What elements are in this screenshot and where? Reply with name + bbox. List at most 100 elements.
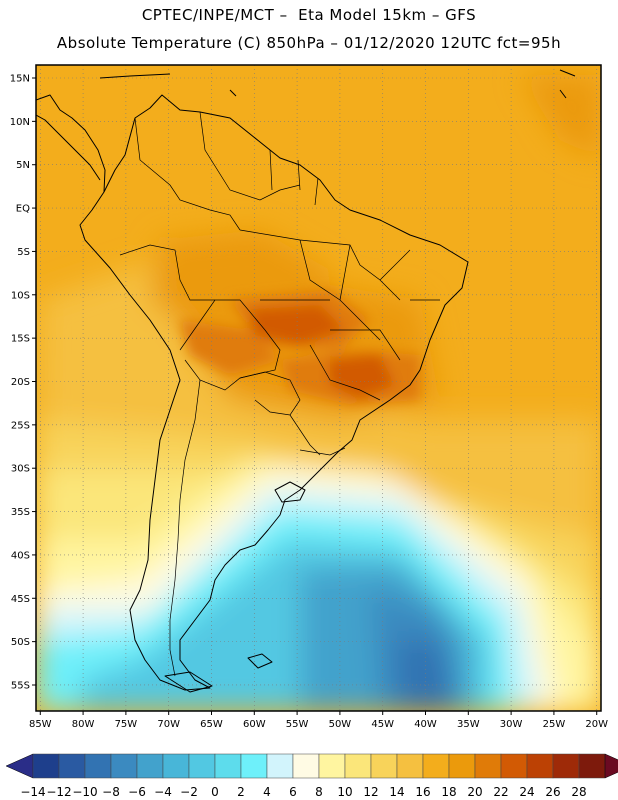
south-america-coastline — [79, 94, 469, 691]
title-model: CPTEC/INPE/MCT – Eta Model 15km – GFS — [141, 6, 477, 24]
colorbar-label: 20 — [467, 785, 482, 799]
colorbar-swatch — [344, 753, 372, 779]
lat-tick-label: 35S — [11, 507, 30, 518]
colorbar-label: 4 — [263, 785, 271, 799]
colorbar-under-triangle — [5, 753, 34, 779]
border-argentina-brazil-uruguay — [289, 414, 346, 456]
lat-tick-label: 30S — [11, 464, 30, 475]
political-borders — [119, 111, 440, 677]
lon-tick-label: 50W — [329, 719, 352, 730]
border-bolivia — [179, 299, 281, 391]
lat-tick-label: 15S — [11, 334, 30, 345]
field-18-20-ne — [520, 75, 601, 160]
colorbar-swatch — [58, 753, 86, 779]
coastlines — [36, 69, 576, 693]
colorbar-swatch — [84, 753, 112, 779]
lon-tick-label: 75W — [115, 719, 138, 730]
colorbar — [5, 753, 618, 779]
colorbar-label: 8 — [315, 785, 323, 799]
colorbar-label: 0 — [211, 785, 219, 799]
field-20-22-west — [180, 320, 280, 375]
colorbar-swatch — [552, 753, 580, 779]
lon-tick-label: 60W — [243, 719, 266, 730]
border-colombia-venezuela — [134, 117, 241, 231]
lat-tick-label: 45S — [11, 594, 30, 605]
colorbar-label: −12 — [46, 785, 71, 799]
title-variable: Absolute Temperature (C) 850hPa – 01/12/… — [56, 34, 562, 52]
colorbar-label: 26 — [545, 785, 560, 799]
lon-tick-label: 45W — [371, 719, 394, 730]
border-guianas — [269, 149, 319, 206]
colorbar-swatch — [422, 753, 450, 779]
lat-tick-label: 10N — [10, 117, 30, 128]
border-argentina-chile — [169, 379, 201, 677]
lat-tick-label: 5S — [17, 247, 30, 258]
colorbar-swatch — [292, 753, 320, 779]
lon-tick-label: 25W — [543, 719, 566, 730]
border-paraguay — [239, 371, 301, 416]
colorbar-labels: −14 −12 −10 −8 −6 −4 −2 0 2 4 6 8 10 12 14 16 18 20 22 24 26… — [20, 785, 586, 799]
colorbar-swatch — [526, 753, 554, 779]
caribbean-islands — [99, 69, 576, 99]
colorbar-swatch — [162, 753, 190, 779]
lon-tick-label: 40W — [414, 719, 437, 730]
colorbar-label: −10 — [72, 785, 97, 799]
brazil-states — [239, 229, 440, 401]
central-america-coastline — [36, 94, 106, 193]
colorbar-label: −14 — [20, 785, 45, 799]
longitude-labels: 85W 80W 75W 70W 65W 60W 55W 50W 45W 40W 35W 30W 25W 2… — [29, 711, 608, 730]
colorbar-swatch — [240, 753, 268, 779]
lat-tick-label: 25S — [11, 420, 30, 431]
lon-tick-label: 85W — [29, 719, 52, 730]
tierra-del-fuego — [164, 671, 213, 693]
colorbar-label: 6 — [289, 785, 297, 799]
colorbar-label: 2 — [237, 785, 245, 799]
colorbar-swatch — [32, 753, 60, 779]
lat-tick-label: EQ — [16, 204, 30, 215]
colorbar-swatch — [448, 753, 476, 779]
colorbar-swatch — [136, 753, 164, 779]
lat-tick-label: 15N — [10, 74, 30, 85]
field-22-24-b — [330, 355, 395, 398]
lat-tick-label: 5N — [16, 160, 30, 171]
colorbar-label: 18 — [441, 785, 456, 799]
colorbar-swatch — [188, 753, 216, 779]
falkland-islands — [247, 653, 273, 669]
lat-tick-label: 55S — [11, 680, 30, 691]
map-frame — [35, 64, 602, 712]
colorbar-swatch — [266, 753, 294, 779]
lon-tick-label: 80W — [72, 719, 95, 730]
colorbar-swatch — [110, 753, 138, 779]
colorbar-over-triangle — [604, 753, 618, 779]
lon-tick-label: 30W — [500, 719, 523, 730]
colorbar-swatch — [318, 753, 346, 779]
colorbar-label: 24 — [519, 785, 534, 799]
colorbar-label: −6 — [128, 785, 146, 799]
field-22-24-a — [250, 305, 345, 345]
colorbar-label: 22 — [493, 785, 508, 799]
border-peru-brazil — [119, 244, 215, 301]
colorbar-swatch — [396, 753, 424, 779]
lat-tick-label: 20S — [11, 377, 30, 388]
lon-tick-label: 20W — [585, 719, 608, 730]
colorbar-swatch — [214, 753, 242, 779]
lat-tick-label: 40S — [11, 550, 30, 561]
colorbar-swatch — [578, 753, 606, 779]
colorbar-label: 14 — [389, 785, 404, 799]
colorbar-label: −8 — [102, 785, 120, 799]
border-venezuela-brazil — [199, 111, 301, 201]
field-neg6-neg4 — [395, 640, 455, 711]
colorbar-swatch — [370, 753, 398, 779]
colorbar-label: 16 — [415, 785, 430, 799]
lon-tick-label: 35W — [457, 719, 480, 730]
colorbar-label: 28 — [571, 785, 586, 799]
lon-tick-label: 70W — [157, 719, 180, 730]
colorbar-label: −2 — [180, 785, 198, 799]
latitude-labels: 15N 10N 5N EQ 5S 10S 15S 20S 25S 30S 35S 40S 45S 50S 5… — [10, 74, 36, 691]
lat-tick-label: 10S — [11, 290, 30, 301]
colorbar-swatch — [474, 753, 502, 779]
colorbar-swatch — [500, 753, 528, 779]
colorbar-label: 10 — [337, 785, 352, 799]
rio-de-la-plata — [274, 481, 306, 503]
